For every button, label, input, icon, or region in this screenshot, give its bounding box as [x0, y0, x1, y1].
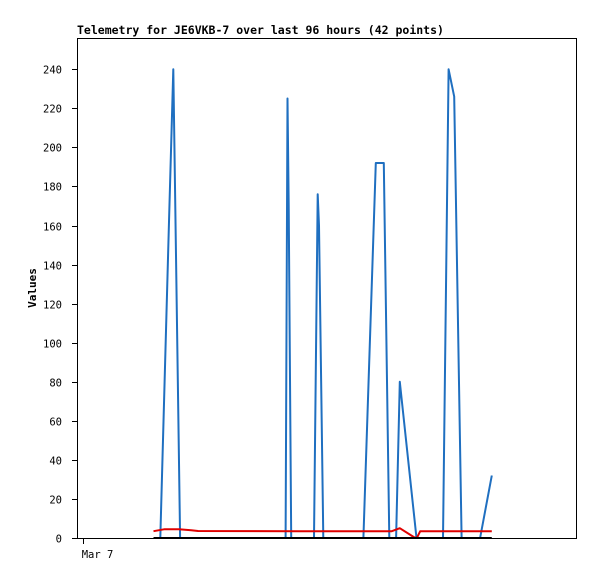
y-tick-label: 20 [49, 495, 62, 507]
y-axis-ticks: 0 20 40 60 80 100 120 140 160 180 200 220 240 [43, 65, 77, 546]
series-line-2 [153, 527, 492, 539]
x-tick-label: Mar 7 [82, 549, 114, 561]
y-tick-label: 240 [43, 65, 62, 77]
y-tick-label: 180 [43, 182, 62, 194]
x-axis-ticks: Mar 7 [82, 538, 114, 561]
plot-area-frame [77, 38, 577, 539]
y-tick-label: 160 [43, 222, 62, 234]
y-axis-label: Values [26, 268, 39, 308]
series-lines [153, 68, 493, 539]
y-tick-label: 40 [49, 456, 62, 468]
y-tick-label: 220 [43, 104, 62, 116]
y-tick-label: 0 [56, 534, 62, 546]
y-tick-label: 120 [43, 300, 62, 312]
series-line-1 [153, 68, 493, 539]
y-tick-label: 100 [43, 339, 62, 351]
y-tick-label: 200 [43, 143, 62, 155]
y-tick-label: 80 [49, 378, 62, 390]
y-tick-label: 60 [49, 417, 62, 429]
y-tick-label: 140 [43, 261, 62, 273]
chart-title: Telemetry for JE6VKB-7 over last 96 hour… [77, 23, 444, 37]
